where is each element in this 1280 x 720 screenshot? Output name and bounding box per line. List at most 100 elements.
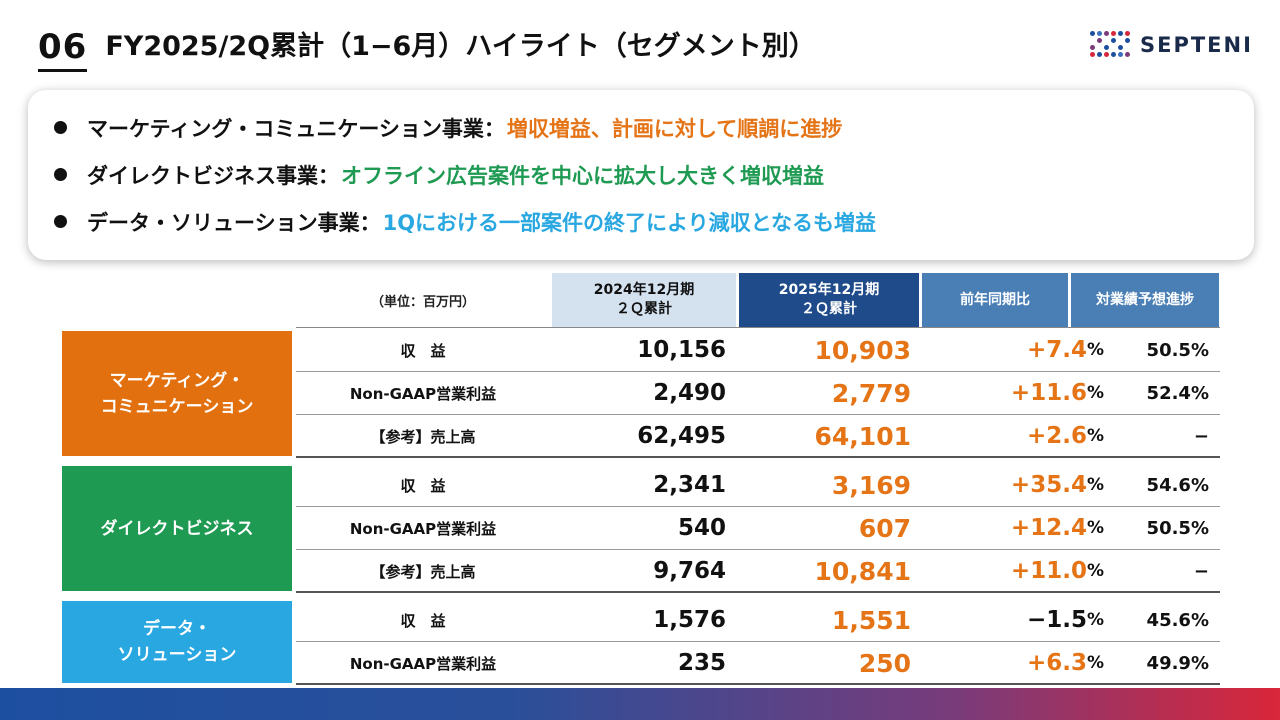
header-divider [296,327,1220,328]
metric-name: 収 益 [400,341,446,360]
highlight-summary: 1Qにおける一部案件の終了により減収となるも増益 [382,210,877,235]
yoy-value: +11.6 [1010,380,1087,406]
logo-dot [1118,45,1123,50]
value-2024: 2,490 [653,380,726,406]
logo-dot [1125,31,1130,36]
logo-text: SEPTENI [1140,33,1253,57]
header-2025-text: 2025年12月期 ２Ｑ累計 [778,282,880,317]
yoy-change: +12.4% [922,507,1104,549]
logo-dot [1111,31,1116,36]
value-2024: 62,495 [637,423,726,449]
septeni-logo: SEPTENI [1090,30,1253,60]
logo-dot [1097,31,1102,36]
metric-name: 収 益 [400,611,446,630]
yoy-unit: % [1086,475,1104,495]
yoy-change: +35.4% [922,464,1104,506]
segment-block: ダイレクトビジネス 収 益 2,341 3,169 +35.4% 54.6% Non-GAA… [62,464,1220,593]
value-2025: 3,169 [831,470,911,500]
segment-block: データ・ ソリューション 収 益 1,576 1,551 −1.5% 45.6% Non-G… [62,599,1220,685]
metric-name: 【参考】売上高 [370,562,476,581]
header-2024: 2024年12月期 ２Ｑ累計 [552,273,736,327]
value-2024: 235 [677,650,726,676]
progress-value: 52.4% [1146,382,1209,404]
value-2024: 9,764 [653,558,726,584]
yoy-change: +11.0% [922,550,1104,592]
logo-dot [1104,45,1109,50]
highlight-segment: データ・ソリューション事業： [87,210,381,235]
metric-name: 収 益 [400,476,446,495]
page-title: FY2025/2Q累計（1−6月）ハイライト（セグメント別） [105,31,816,62]
value-2025: 10,841 [814,556,911,586]
progress-value: 50.5% [1146,517,1209,539]
yoy-value: +7.4 [1026,337,1087,363]
progress-value: 54.6% [1146,474,1209,496]
logo-dot [1125,52,1130,57]
logo-dot [1111,52,1116,57]
yoy-unit: % [1086,426,1104,446]
page-number: 06 [38,27,88,72]
table-row: 収 益 10,156 10,903 +7.4% 50.5% [296,329,1220,372]
slide-header: 06 FY2025/2Q累計（1−6月）ハイライト（セグメント別） [38,24,816,72]
header-yoy: 前年同期比 [922,273,1068,327]
progress-value: 49.9% [1146,652,1209,674]
value-2024: 540 [677,515,726,541]
value-2025: 10,903 [814,335,911,365]
value-2025: 607 [858,513,911,543]
highlight-item: ダイレクトビジネス事業： オフライン広告案件を中心に拡大し大きく増収増益 [48,151,1234,198]
yoy-value: +12.4 [1010,515,1087,541]
highlight-segment: マーケティング・コミュニケーション事業： [87,116,505,141]
logo-dot [1090,45,1095,50]
metric-name: Non-GAAP営業利益 [349,384,497,403]
yoy-unit: % [1086,383,1104,403]
yoy-value: +6.3 [1026,650,1087,676]
yoy-change: +2.6% [922,415,1104,457]
highlight-summary: オフライン広告案件を中心に拡大し大きく増収増益 [341,163,824,188]
yoy-unit: % [1086,518,1104,538]
table-row: 【参考】売上高 62,495 64,101 +2.6% − [296,415,1220,458]
yoy-unit: % [1086,561,1104,581]
progress-value: 45.6% [1146,609,1209,631]
yoy-value: +2.6 [1026,423,1087,449]
progress-value: − [1193,560,1209,582]
logo-dot [1125,38,1130,43]
table-row: Non-GAAP営業利益 540 607 +12.4% 50.5% [296,507,1220,550]
metric-name: Non-GAAP営業利益 [349,519,497,538]
bullet-icon [54,215,67,228]
logo-dot [1118,31,1123,36]
yoy-change: +7.4% [922,329,1104,371]
header-2025: 2025年12月期 ２Ｑ累計 [739,273,919,327]
yoy-unit: % [1086,340,1104,360]
table-row: 収 益 2,341 3,169 +35.4% 54.6% [296,464,1220,507]
highlight-summary: 増収増益、計画に対して順調に進捗 [506,116,843,141]
table-row: Non-GAAP営業利益 2,490 2,779 +11.6% 52.4% [296,372,1220,415]
yoy-change: −1.5% [922,599,1104,641]
segment-label: ダイレクトビジネス [62,466,292,591]
bullet-icon [54,168,67,181]
table-row: 【参考】売上高 9,764 10,841 +11.0% − [296,550,1220,593]
header-2024-text: 2024年12月期 ２Ｑ累計 [593,282,695,317]
logo-dot [1097,52,1102,57]
unit-label: （単位：百万円） [370,294,475,310]
bullet-icon [54,121,67,134]
highlights-box: マーケティング・コミュニケーション事業： 増収増益、計画に対して順調に進捗ダイレク… [28,90,1254,260]
logo-dot [1111,38,1116,43]
yoy-change: +11.6% [922,372,1104,414]
value-2024: 2,341 [653,472,726,498]
footer-gradient-bar [0,688,1280,720]
metric-name: Non-GAAP営業利益 [349,654,497,673]
yoy-value: −1.5 [1026,607,1087,633]
segment-block: マーケティング・ コミュニケーション 収 益 10,156 10,903 +7.4% 50… [62,329,1220,458]
logo-dot [1118,52,1123,57]
yoy-change: +6.3% [922,642,1104,684]
highlight-item: データ・ソリューション事業： 1Qにおける一部案件の終了により減収となるも増益 [48,198,1234,245]
progress-value: − [1193,425,1209,447]
value-2025: 64,101 [814,421,911,451]
header-progress: 対業績予想進捗 [1071,273,1219,327]
value-2025: 1,551 [831,605,911,635]
yoy-unit: % [1086,610,1104,630]
logo-dots-icon [1090,30,1132,60]
progress-value: 50.5% [1146,339,1209,361]
logo-dot [1104,52,1109,57]
value-2024: 1,576 [653,607,726,633]
logo-dot [1090,52,1095,57]
